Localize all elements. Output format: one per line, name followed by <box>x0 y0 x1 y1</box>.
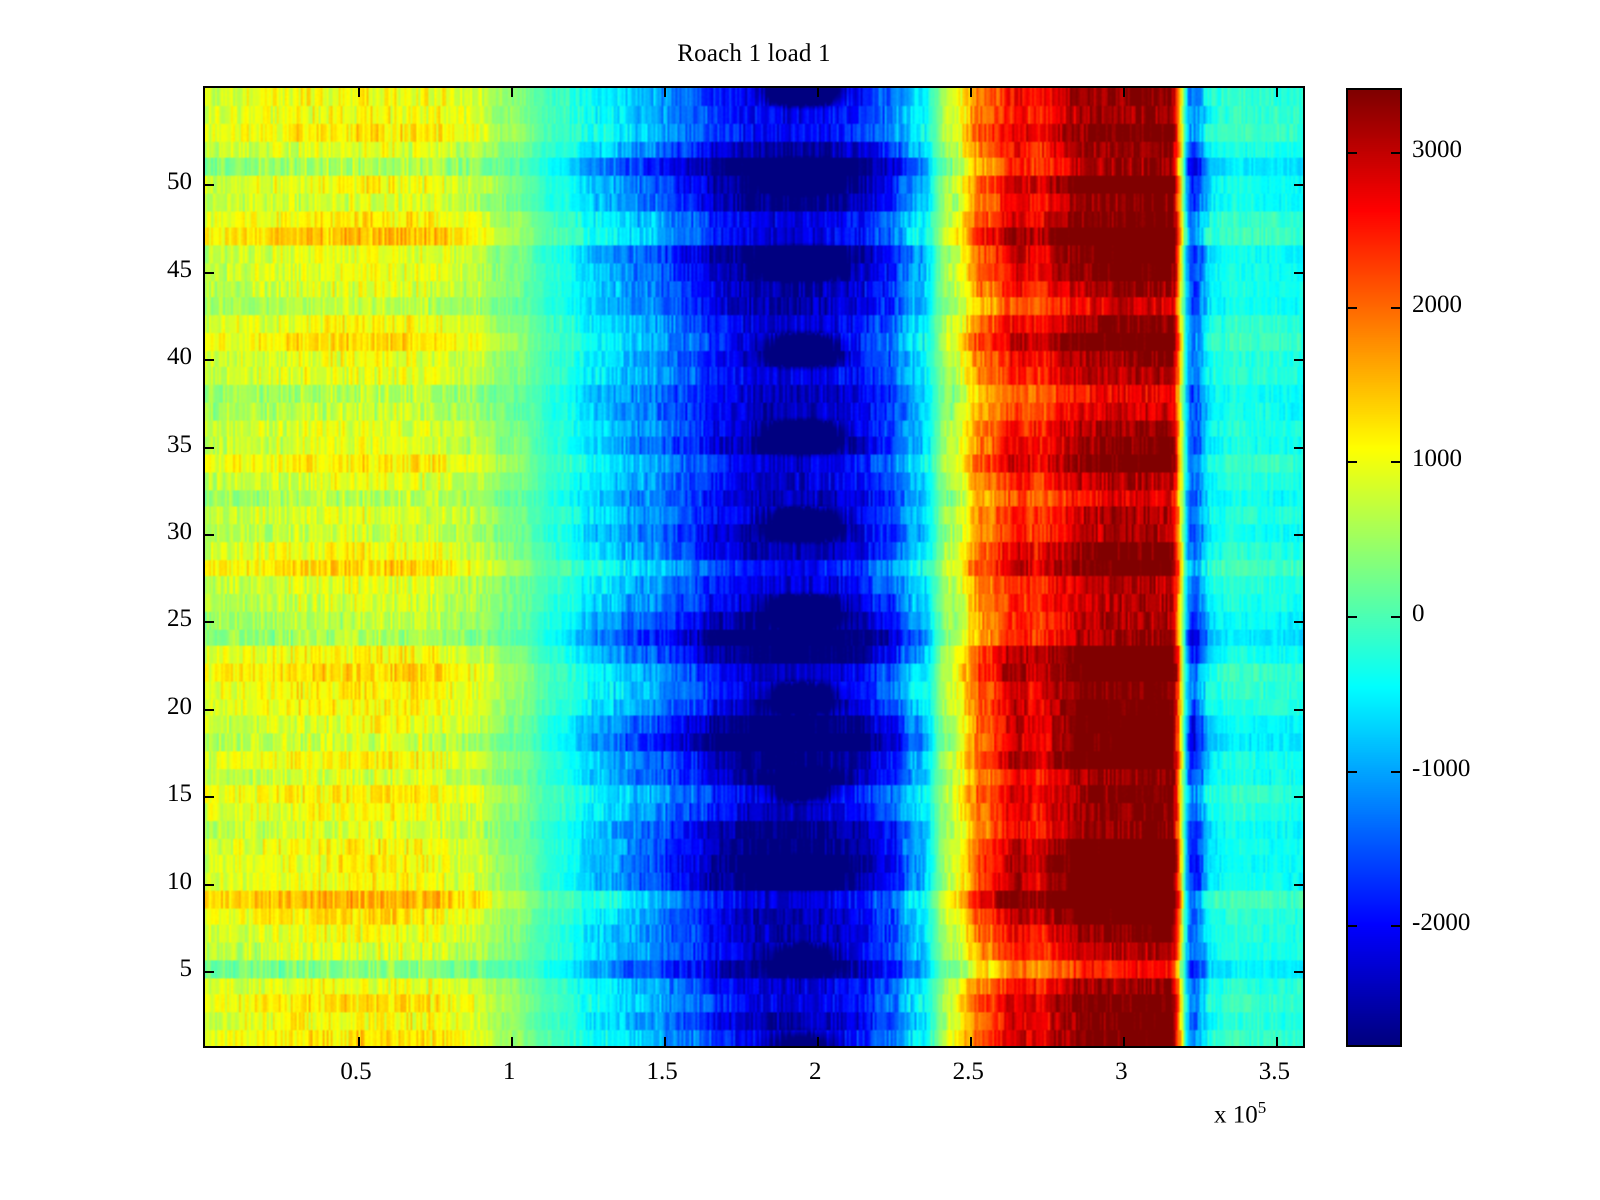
x-exponent-base: x 10 <box>1214 1101 1258 1129</box>
x-tick-label: 0.5 <box>340 1058 372 1085</box>
colorbar-tick-left <box>1348 770 1357 773</box>
colorbar-tick-left <box>1348 461 1357 464</box>
x-tick-label: 2.5 <box>952 1058 984 1085</box>
x-tick-top <box>970 88 973 97</box>
y-tick-label: 45 <box>167 255 192 283</box>
colorbar-tick-right <box>1391 151 1400 154</box>
y-tick-right <box>1294 534 1303 537</box>
y-tick-right <box>1294 796 1303 799</box>
y-tick-right <box>1294 184 1303 187</box>
colorbar-tick-left <box>1348 306 1357 309</box>
y-tick-left <box>205 271 214 274</box>
y-tick-label: 30 <box>167 518 192 546</box>
y-tick-label: 50 <box>167 168 192 196</box>
y-tick-left <box>205 796 214 799</box>
colorbar-tick-right <box>1391 306 1400 309</box>
colorbar-tick-right <box>1391 461 1400 464</box>
x-tick-bottom <box>1123 1037 1126 1046</box>
y-tick-label: 20 <box>167 692 192 720</box>
colorbar-tick-left <box>1348 151 1357 154</box>
x-tick-top <box>1276 88 1279 97</box>
x-tick-label: 3 <box>1115 1058 1128 1085</box>
y-tick-right <box>1294 883 1303 886</box>
page-title: Roach 1 load 1 <box>677 40 831 67</box>
x-tick-label: 3.5 <box>1258 1058 1290 1085</box>
y-tick-label: 25 <box>167 605 192 633</box>
heatmap-image <box>205 88 1303 1046</box>
y-tick-left <box>205 621 214 624</box>
y-tick-left <box>205 446 214 449</box>
y-tick-label: 40 <box>167 343 192 371</box>
colorbar-tick-left <box>1348 615 1357 618</box>
colorbar-tick-label: -1000 <box>1412 754 1471 782</box>
x-tick-top <box>511 88 514 97</box>
x-tick-top <box>1123 88 1126 97</box>
y-tick-right <box>1294 271 1303 274</box>
colorbar-tick-left <box>1348 925 1357 928</box>
colorbar-tick-label: 1000 <box>1412 445 1462 473</box>
y-tick-left <box>205 883 214 886</box>
x-exponent-power: 5 <box>1257 1098 1267 1117</box>
y-tick-left <box>205 534 214 537</box>
colorbar-gradient <box>1348 90 1400 1045</box>
colorbar-tick-label: 2000 <box>1412 290 1462 318</box>
colorbar-tick-right <box>1391 925 1400 928</box>
y-tick-right <box>1294 708 1303 711</box>
y-tick-left <box>205 184 214 187</box>
colorbar-tick-label: -2000 <box>1412 909 1471 937</box>
colorbar[interactable] <box>1346 88 1402 1047</box>
y-tick-left <box>205 359 214 362</box>
x-axis-exponent-label: x 105 <box>1214 1098 1266 1129</box>
x-tick-label: 2 <box>808 1058 822 1085</box>
x-tick-bottom <box>817 1037 820 1046</box>
y-tick-label: 10 <box>167 867 192 895</box>
y-tick-right <box>1294 971 1303 974</box>
x-tick-top <box>817 88 820 97</box>
colorbar-tick-right <box>1391 615 1400 618</box>
x-tick-bottom <box>664 1037 667 1046</box>
colorbar-tick-label: 0 <box>1412 599 1425 627</box>
heatmap-axes[interactable] <box>203 86 1305 1048</box>
y-tick-right <box>1294 621 1303 624</box>
y-tick-label: 15 <box>167 780 192 808</box>
x-tick-top <box>358 88 361 97</box>
y-tick-left <box>205 708 214 711</box>
x-tick-label: 1 <box>502 1058 516 1085</box>
colorbar-tick-label: 3000 <box>1412 135 1462 163</box>
colorbar-tick-right <box>1391 770 1400 773</box>
x-tick-bottom <box>511 1037 514 1046</box>
x-tick-bottom <box>1276 1037 1279 1046</box>
x-tick-top <box>664 88 667 97</box>
y-tick-right <box>1294 359 1303 362</box>
x-tick-bottom <box>970 1037 973 1046</box>
y-tick-right <box>1294 446 1303 449</box>
y-tick-label: 35 <box>167 430 192 458</box>
y-tick-left <box>205 971 214 974</box>
x-tick-label: 1.5 <box>646 1058 678 1085</box>
y-tick-label: 5 <box>179 955 193 983</box>
x-tick-bottom <box>358 1037 361 1046</box>
